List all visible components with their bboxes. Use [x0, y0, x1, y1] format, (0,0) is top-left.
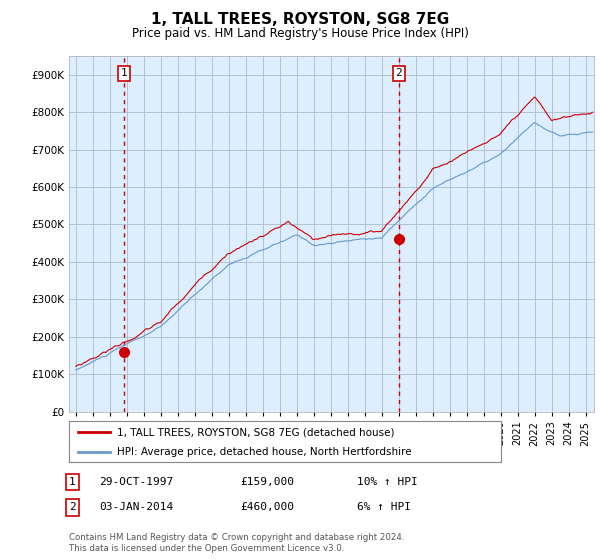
Text: 6% ↑ HPI: 6% ↑ HPI: [357, 502, 411, 512]
Text: 10% ↑ HPI: 10% ↑ HPI: [357, 477, 418, 487]
Text: 1, TALL TREES, ROYSTON, SG8 7EG: 1, TALL TREES, ROYSTON, SG8 7EG: [151, 12, 449, 27]
Text: 29-OCT-1997: 29-OCT-1997: [99, 477, 173, 487]
Text: 2: 2: [69, 502, 76, 512]
Text: 1, TALL TREES, ROYSTON, SG8 7EG (detached house): 1, TALL TREES, ROYSTON, SG8 7EG (detache…: [116, 427, 394, 437]
Text: 1: 1: [121, 68, 127, 78]
Text: HPI: Average price, detached house, North Hertfordshire: HPI: Average price, detached house, Nort…: [116, 447, 411, 457]
Text: £460,000: £460,000: [240, 502, 294, 512]
Text: Contains HM Land Registry data © Crown copyright and database right 2024.
This d: Contains HM Land Registry data © Crown c…: [69, 533, 404, 553]
Text: £159,000: £159,000: [240, 477, 294, 487]
Text: Price paid vs. HM Land Registry's House Price Index (HPI): Price paid vs. HM Land Registry's House …: [131, 27, 469, 40]
Text: 1: 1: [69, 477, 76, 487]
Text: 03-JAN-2014: 03-JAN-2014: [99, 502, 173, 512]
Text: 2: 2: [395, 68, 402, 78]
